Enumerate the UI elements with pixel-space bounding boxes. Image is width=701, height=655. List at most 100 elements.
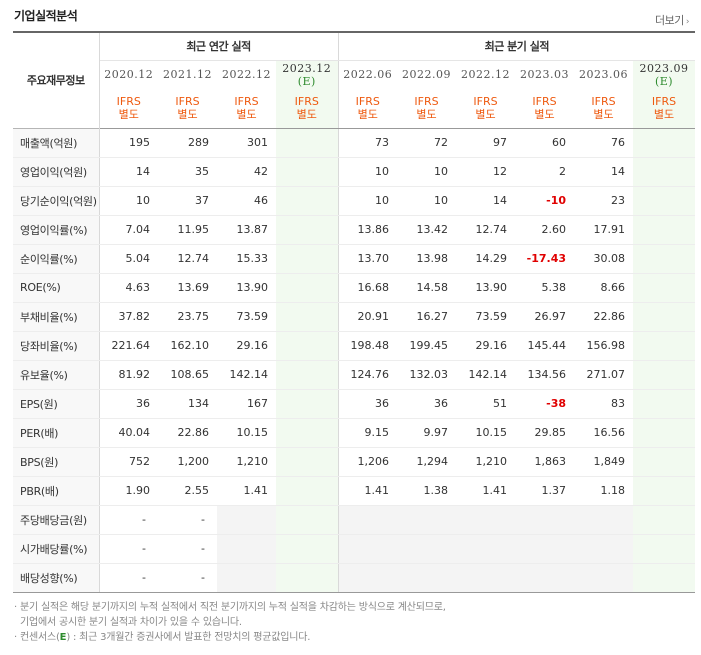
value-cell — [633, 534, 696, 564]
value-cell: 13.69 — [158, 273, 217, 303]
value-cell: 1,863 — [515, 447, 575, 477]
value-cell: 83 — [574, 388, 634, 419]
table-row: 영업이익률(%) 7.04 11.95 13.87 13.86 13.42 12.74 2.6… — [13, 214, 696, 245]
value-cell: 13.70 — [338, 244, 398, 274]
value-cell: 14 — [574, 157, 634, 187]
value-cell — [633, 244, 696, 274]
value-cell: 9.15 — [338, 418, 398, 448]
row-label: 영업이익(억원) — [13, 157, 100, 187]
value-cell: 271.07 — [574, 360, 634, 390]
value-cell: 1.41 — [217, 476, 276, 506]
separate-label: 별도 — [475, 108, 496, 122]
value-cell: 51 — [456, 388, 516, 419]
value-cell — [338, 563, 398, 593]
value-cell — [276, 186, 339, 216]
value-cell: 22.86 — [574, 301, 634, 332]
value-cell: 1.41 — [338, 476, 398, 506]
value-cell — [633, 214, 696, 245]
more-label: 더보기 — [655, 14, 684, 27]
value-cell: 11.95 — [158, 214, 217, 245]
value-cell — [276, 244, 339, 274]
value-cell: 10 — [99, 186, 158, 216]
section-title: 기업실적분석 — [14, 9, 78, 23]
value-cell: 752 — [99, 447, 158, 477]
value-cell: 14.29 — [456, 244, 516, 274]
value-cell — [456, 563, 516, 593]
annual-group-header: 최근 연간 실적 — [99, 31, 339, 61]
value-cell — [633, 157, 696, 187]
value-cell: 14 — [456, 186, 516, 216]
value-cell: 13.86 — [338, 214, 398, 245]
value-cell: 124.76 — [338, 360, 398, 390]
value-cell: 81.92 — [99, 360, 158, 390]
ifrs-basis-header: IFRS 별도 — [276, 89, 339, 129]
value-cell: 145.44 — [515, 331, 575, 361]
value-cell — [515, 534, 575, 564]
value-cell: 108.65 — [158, 360, 217, 390]
row-label: EPS(원) — [13, 388, 100, 419]
row-label: 유보율(%) — [13, 360, 100, 390]
ifrs-label: IFRS — [473, 95, 498, 109]
ifrs-basis-header: IFRS 별도 — [217, 89, 276, 129]
table-row: EPS(원) 36 134 167 36 36 51 -38 83 — [13, 388, 696, 419]
table-row: 당좌비율(%) 221.64 162.10 29.16 198.48 199.45 29.1… — [13, 331, 696, 361]
period-header: 2022.09 — [397, 60, 457, 89]
more-link[interactable]: 더보기 › — [655, 12, 690, 28]
value-cell: 10 — [397, 186, 457, 216]
value-cell: 142.14 — [217, 360, 276, 390]
quarter-group-header: 최근 분기 실적 — [338, 31, 696, 61]
value-cell — [633, 360, 696, 390]
value-cell — [276, 273, 339, 303]
label-column-header: 주요재무정보 — [13, 31, 100, 128]
period-header: 2023.06 — [574, 60, 634, 89]
value-cell — [217, 563, 276, 593]
value-cell: 1,200 — [158, 447, 217, 477]
value-cell — [633, 447, 696, 477]
separate-label: 별도 — [653, 108, 675, 122]
value-cell — [397, 563, 457, 593]
ifrs-basis-header: IFRS 별도 — [99, 89, 158, 129]
chevron-right-icon: › — [685, 17, 690, 27]
value-cell: 162.10 — [158, 331, 217, 361]
value-cell: 134.56 — [515, 360, 575, 390]
value-cell — [515, 563, 575, 593]
value-cell — [276, 301, 339, 332]
value-cell: 1,210 — [217, 447, 276, 477]
estimate-period-header: 2023.09 (E) — [633, 60, 696, 89]
value-cell: 10.15 — [217, 418, 276, 448]
value-cell: 142.14 — [456, 360, 516, 390]
footnote-quarterly-cont: 기업에서 공시한 분기 실적과 차이가 있을 수 있습니다. — [19, 617, 242, 628]
row-label: 영업이익률(%) — [13, 214, 100, 245]
value-cell — [574, 534, 634, 564]
ifrs-label: IFRS — [651, 95, 677, 109]
value-cell — [276, 563, 339, 593]
separate-label: 별도 — [534, 108, 555, 122]
value-cell: 198.48 — [338, 331, 398, 361]
value-cell — [574, 563, 634, 593]
value-cell: 1.90 — [99, 476, 158, 506]
ifrs-label: IFRS — [175, 95, 200, 109]
value-cell: 1,206 — [338, 447, 398, 477]
table-row: 당기순이익(억원) 10 37 46 10 10 14 -10 23 — [13, 186, 696, 216]
value-cell: 10 — [338, 186, 398, 216]
value-cell: 72 — [397, 127, 457, 158]
value-cell — [456, 504, 516, 535]
table-row: 매출액(억원) 195 289 301 73 72 97 60 76 — [13, 127, 696, 158]
row-label: ROE(%) — [13, 273, 100, 303]
value-cell: 195 — [99, 127, 158, 158]
value-cell: 13.90 — [217, 273, 276, 303]
value-cell: 1.37 — [515, 476, 575, 506]
value-cell: 29.85 — [515, 418, 575, 448]
value-cell: 37.82 — [99, 301, 158, 332]
period-header: 2022.12 — [217, 60, 276, 89]
period-label: 2023.09 — [639, 61, 689, 75]
value-cell: 97 — [456, 127, 516, 158]
value-cell: 13.42 — [397, 214, 457, 245]
value-cell — [633, 127, 696, 158]
footnotes: · 분기 실적은 해당 분기까지의 누적 실적에서 직전 분기까지의 누적 실적… — [14, 600, 446, 645]
ifrs-basis-header: IFRS 별도 — [515, 89, 575, 129]
value-cell: 2.60 — [515, 214, 575, 245]
table-row: PBR(배) 1.90 2.55 1.41 1.41 1.38 1.41 1.37 1.18 — [13, 476, 696, 506]
ifrs-basis-header: IFRS 별도 — [574, 89, 634, 129]
ifrs-basis-header: IFRS 별도 — [456, 89, 516, 129]
